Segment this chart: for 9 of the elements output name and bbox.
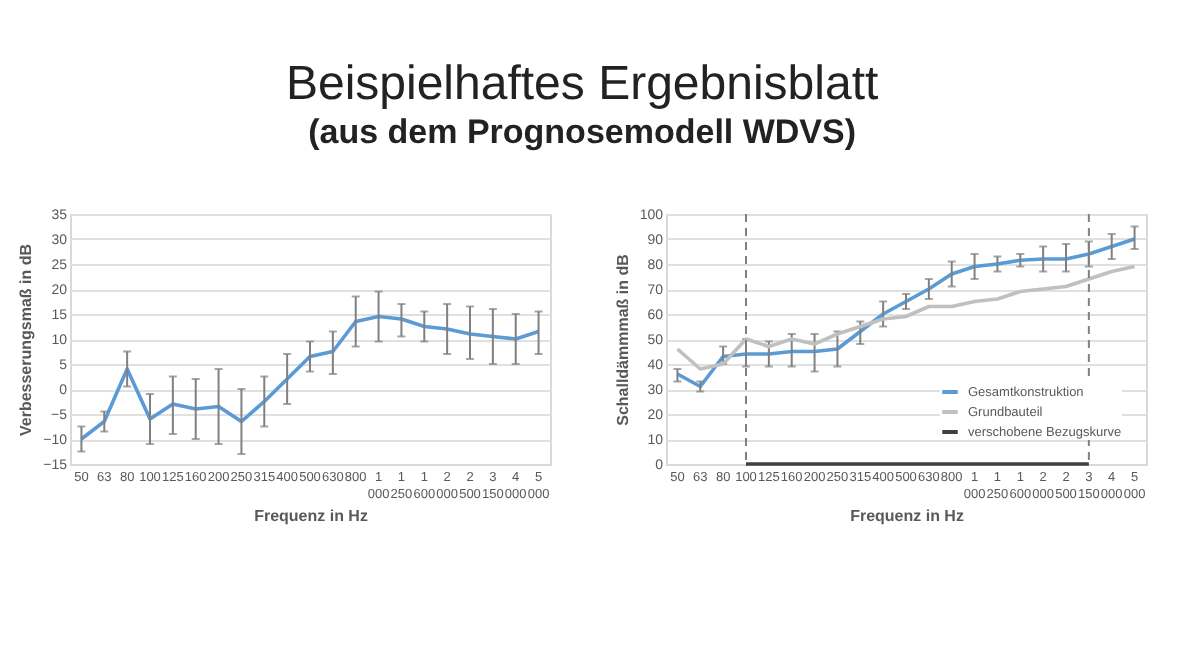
chart-subtitle: (aus dem Prognosemodell WDVS) <box>308 113 857 151</box>
line-series <box>79 314 541 441</box>
y-axis-title: Schalldämmmaß in dB <box>613 253 632 426</box>
x-axis-title: Frequenz in Hz <box>850 507 964 525</box>
x-axis-title: Frequenz in Hz <box>254 507 368 525</box>
line-series <box>675 237 1137 389</box>
y-axis-title: Verbesserungsmaß in dB <box>17 243 36 437</box>
chart-title: Beispielhaftes Ergebnisblatt <box>285 57 879 111</box>
line-series <box>675 264 1137 371</box>
